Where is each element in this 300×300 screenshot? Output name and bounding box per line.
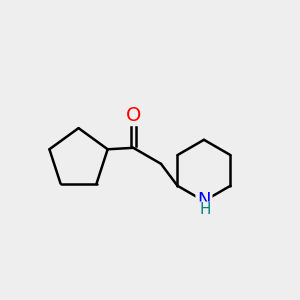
Text: O: O: [126, 106, 141, 125]
Text: N: N: [197, 190, 211, 208]
Text: H: H: [199, 202, 211, 217]
